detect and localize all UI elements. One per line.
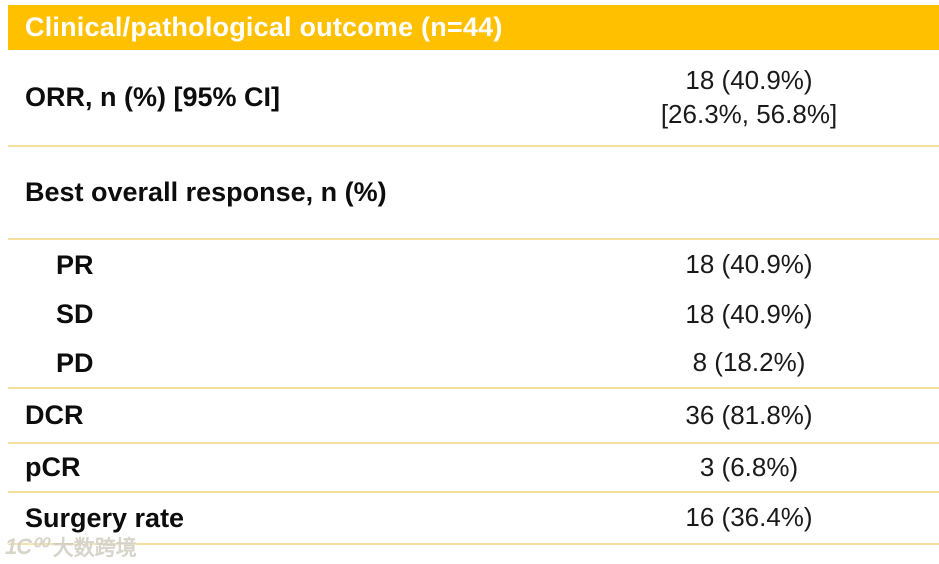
row-value-sd: 18 (40.9%) xyxy=(685,298,813,329)
row-label-dcr: DCR xyxy=(25,400,84,430)
row-value-pr: 18 (40.9%) xyxy=(685,249,813,280)
row-value-surgery-rate: 16 (36.4%) xyxy=(685,502,813,533)
table-row-pr: PR 18 (40.9%) xyxy=(8,240,939,290)
table-row-dcr: DCR 36 (81.8%) xyxy=(8,389,939,444)
table-row-sd: SD 18 (40.9%) xyxy=(8,290,939,339)
table-row-pd: PD 8 (18.2%) xyxy=(8,339,939,389)
row-value-orr-line1: 18 (40.9%) xyxy=(685,64,813,95)
row-value-orr: 18 (40.9%) [26.3%, 56.8%] xyxy=(559,64,939,132)
row-label-pr: PR xyxy=(56,249,94,280)
row-label-pcr: pCR xyxy=(25,452,81,482)
row-label-pd: PD xyxy=(56,347,94,378)
row-value-dcr: 36 (81.8%) xyxy=(685,399,813,430)
row-value-orr-line2: [26.3%, 56.8%] xyxy=(660,98,838,129)
row-value-pcr: 3 (6.8%) xyxy=(699,451,799,482)
row-label-sd: SD xyxy=(56,299,94,329)
table-row-pcr: pCR 3 (6.8%) xyxy=(8,444,939,493)
row-label-orr: ORR, n (%) [95% CI] xyxy=(25,82,281,112)
table-header: Clinical/pathological outcome (n=44) xyxy=(8,5,939,50)
table-row-surgery-rate: Surgery rate 16 (36.4%) xyxy=(8,493,939,545)
table-title: Clinical/pathological outcome (n=44) xyxy=(25,12,503,42)
row-label-surgery-rate: Surgery rate xyxy=(25,502,185,533)
table-row-orr: ORR, n (%) [95% CI] 18 (40.9%) [26.3%, 5… xyxy=(8,50,939,147)
row-value-pd: 8 (18.2%) xyxy=(692,347,806,378)
table-row-best-overall-response: Best overall response, n (%) xyxy=(8,147,939,240)
outcomes-table: Clinical/pathological outcome (n=44) ORR… xyxy=(8,5,939,545)
row-label-best-overall-response: Best overall response, n (%) xyxy=(25,177,387,207)
